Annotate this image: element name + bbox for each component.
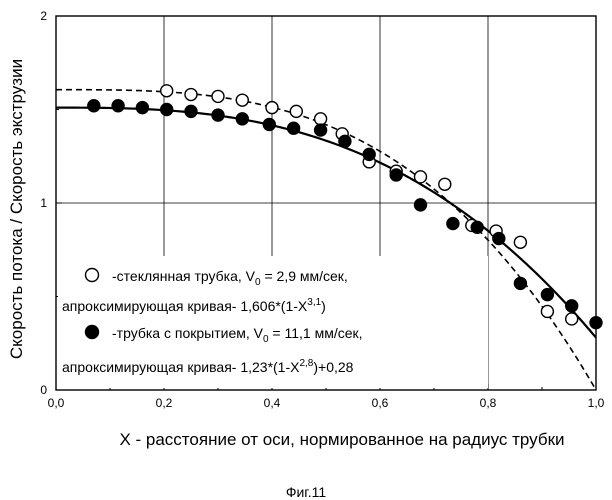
y-tick-label: 2 bbox=[40, 9, 47, 23]
x-tick-label: 0,0 bbox=[48, 396, 65, 410]
x-axis-label: X - расстояние от оси, нормированное на … bbox=[119, 430, 564, 449]
data-point-filled bbox=[161, 104, 173, 116]
data-point-open bbox=[566, 313, 578, 325]
data-point-filled bbox=[185, 105, 197, 117]
x-tick-label: 0,8 bbox=[480, 396, 497, 410]
figure-caption: Фиг.11 bbox=[0, 484, 612, 500]
data-point-filled bbox=[88, 100, 100, 112]
y-axis-label: Скорость потока / Скорость экструзии bbox=[7, 59, 26, 359]
data-point-open bbox=[415, 171, 427, 183]
data-point-filled bbox=[263, 118, 275, 130]
data-point-filled bbox=[288, 122, 300, 134]
legend-marker-filled bbox=[86, 326, 99, 339]
data-point-open bbox=[236, 94, 248, 106]
data-point-open bbox=[212, 90, 224, 102]
data-point-filled bbox=[236, 113, 248, 125]
data-point-open bbox=[514, 236, 526, 248]
data-point-filled bbox=[590, 317, 602, 329]
data-point-filled bbox=[566, 300, 578, 312]
legend: -стеклянная трубка, V0 = 2,9 мм/сек,апро… bbox=[58, 256, 488, 388]
y-tick-label: 1 bbox=[40, 196, 47, 210]
data-point-filled bbox=[415, 199, 427, 211]
data-point-open bbox=[266, 102, 278, 114]
x-tick-label: 1,0 bbox=[588, 396, 605, 410]
data-point-filled bbox=[136, 102, 148, 114]
data-point-filled bbox=[541, 289, 553, 301]
data-point-filled bbox=[514, 277, 526, 289]
data-point-filled bbox=[390, 169, 402, 181]
data-point-open bbox=[161, 85, 173, 97]
data-point-filled bbox=[315, 124, 327, 136]
legend-marker-open bbox=[86, 269, 99, 282]
data-point-open bbox=[541, 305, 553, 317]
x-tick-label: 0,4 bbox=[264, 396, 281, 410]
x-tick-label: 0,2 bbox=[156, 396, 173, 410]
data-point-filled bbox=[493, 233, 505, 245]
legend-entry-line2: апроксимирующая кривая- 1,606*(1-X3,1) bbox=[62, 297, 326, 314]
data-point-open bbox=[315, 113, 327, 125]
data-point-filled bbox=[363, 148, 375, 160]
y-tick-label: 0 bbox=[40, 383, 47, 397]
data-point-filled bbox=[447, 218, 459, 230]
data-point-open bbox=[290, 105, 302, 117]
data-point-open bbox=[185, 89, 197, 101]
data-point-filled bbox=[212, 109, 224, 121]
data-point-filled bbox=[112, 100, 124, 112]
x-tick-label: 0,6 bbox=[372, 396, 389, 410]
data-point-filled bbox=[471, 221, 483, 233]
data-point-filled bbox=[339, 135, 351, 147]
data-point-open bbox=[439, 178, 451, 190]
